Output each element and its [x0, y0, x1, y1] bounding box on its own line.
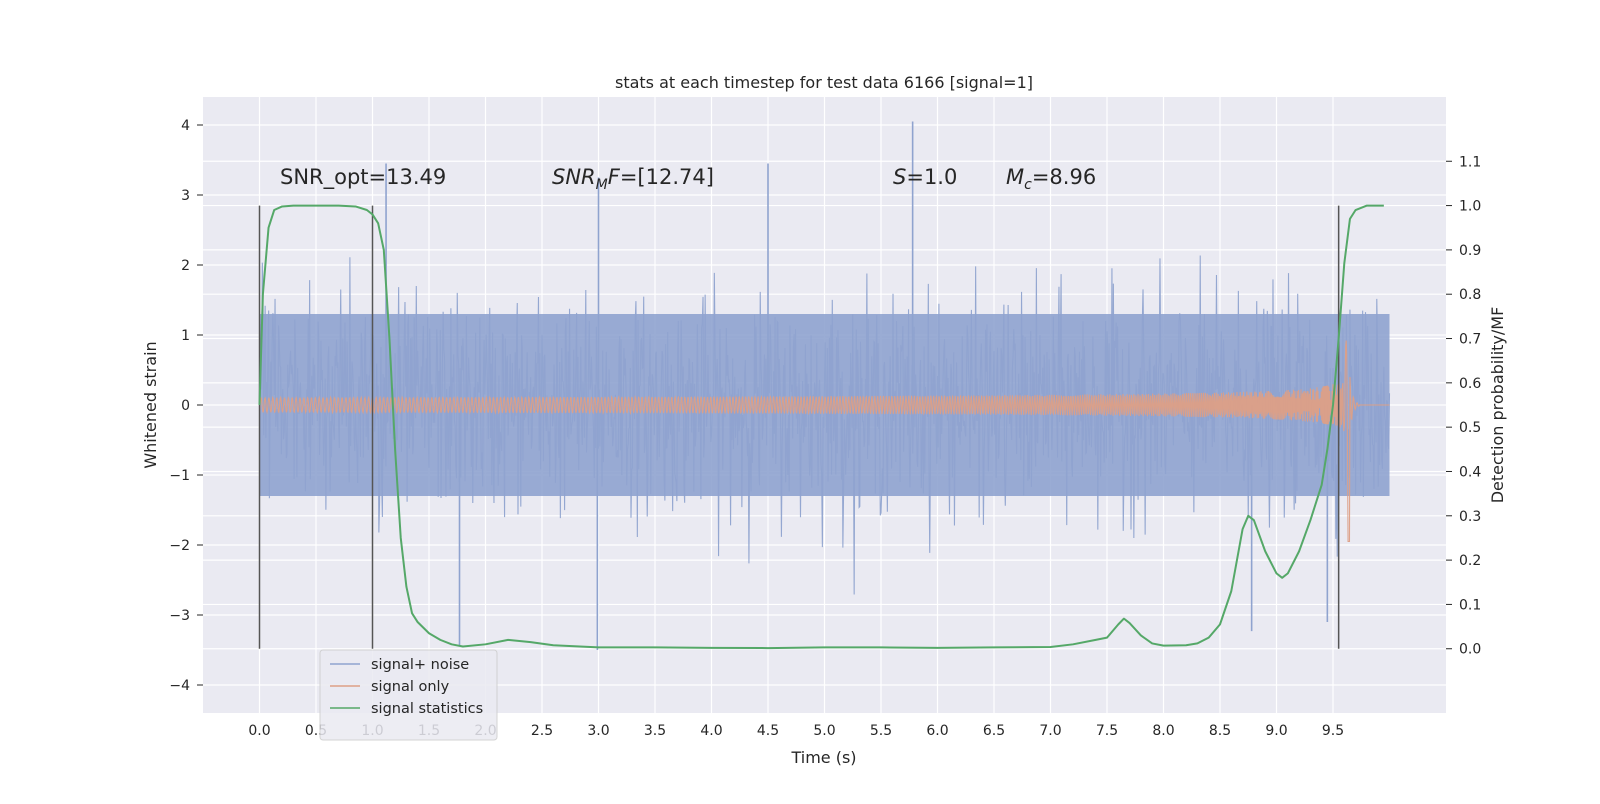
y2-tick-label: 0.8	[1459, 287, 1481, 303]
y2-tick-label: 1.0	[1459, 199, 1481, 215]
y-tick-label: −1	[169, 468, 190, 484]
x-tick-label: 0.0	[248, 723, 270, 739]
y-tick-label: −2	[169, 538, 190, 554]
annotation-snr-opt: SNR_opt=13.49	[280, 165, 446, 190]
y-tick-label: 2	[181, 258, 190, 274]
y2-tick-label: 0.5	[1459, 420, 1481, 436]
annotation-snr-mf-value: =[12.74]	[620, 165, 714, 189]
x-tick-label: 9.0	[1265, 723, 1287, 739]
x-tick-label: 7.0	[1039, 723, 1061, 739]
y2-tick-label: 0.3	[1459, 509, 1481, 525]
y-tick-label: 3	[181, 188, 190, 204]
y2-tick-label: 0.4	[1459, 464, 1481, 480]
y2-tick-label: 0.1	[1459, 597, 1481, 613]
y-tick-label: −3	[169, 608, 190, 624]
statistics-line	[258, 204, 1384, 650]
x-tick-label: 9.5	[1322, 723, 1344, 739]
y-tick-label: 0	[181, 398, 190, 414]
y-tick-label: 4	[181, 118, 190, 134]
series-signal-statistics	[258, 204, 1384, 650]
y2-tick-label: 0.2	[1459, 553, 1481, 569]
x-tick-label: 2.5	[531, 723, 553, 739]
annotation-snr-mf: SNRMF=[12.74]	[552, 165, 714, 193]
annotation-mc-value: =8.96	[1032, 165, 1096, 189]
y-axis-label: Whitened strain	[141, 341, 160, 468]
y-tick-label: 1	[181, 328, 190, 344]
x-tick-label: 5.0	[813, 723, 835, 739]
vertical-markers	[258, 205, 1340, 649]
y2-tick-label: 0.0	[1459, 642, 1481, 658]
y2-tick-labels: 1.1 1.0 0.9 0.8 0.7 0.6 0.5 0.4 0.3 0.2 0.1 0.0	[1446, 154, 1481, 658]
series-signal-only	[258, 340, 1390, 543]
x-tick-label: 4.0	[700, 723, 722, 739]
y2-tick-label: 0.6	[1459, 376, 1481, 392]
x-tick-label: 8.5	[1209, 723, 1231, 739]
y2-tick-label: 0.9	[1459, 243, 1481, 259]
y-tick-label: −4	[169, 678, 190, 694]
x-tick-label: 3.0	[587, 723, 609, 739]
y2-tick-label: 1.1	[1459, 154, 1481, 170]
x-tick-label: 5.5	[870, 723, 892, 739]
legend: signal+ noise signal only signal statist…	[319, 649, 498, 741]
x-tick-label: 4.5	[757, 723, 779, 739]
annotation-mc: Mc=8.96	[1006, 165, 1096, 193]
x-axis-label: Time (s)	[790, 748, 856, 767]
x-tick-label: 6.0	[926, 723, 948, 739]
x-tick-label: 7.5	[1096, 723, 1118, 739]
chart-title: stats at each timestep for test data 616…	[615, 73, 1033, 92]
y2-tick-label: 0.7	[1459, 332, 1481, 348]
x-tick-label: 3.5	[644, 723, 666, 739]
annotation-s-value: =1.0	[906, 165, 957, 189]
y2-axis-label: Detection probability/MF	[1488, 307, 1507, 504]
legend-label-noise: signal+ noise	[371, 657, 469, 673]
y-tick-labels: 4 3 2 1 0 −1 −2 −3 −4	[169, 118, 203, 694]
x-tick-label: 8.0	[1152, 723, 1174, 739]
signal-only-line	[258, 340, 1390, 543]
annotation-s: S=1.0	[893, 165, 957, 189]
x-tick-label: 6.5	[983, 723, 1005, 739]
legend-label-signal-only: signal only	[371, 679, 450, 695]
legend-label-statistics: signal statistics	[371, 701, 483, 717]
